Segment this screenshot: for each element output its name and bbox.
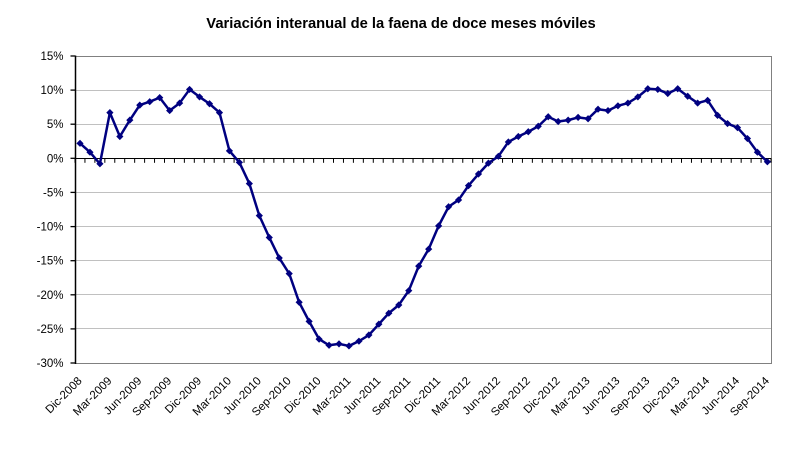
svg-text:-5%: -5% (43, 187, 63, 199)
svg-text:0%: 0% (47, 153, 64, 165)
svg-text:-10%: -10% (37, 222, 64, 234)
svg-text:5%: 5% (47, 119, 64, 131)
svg-text:15%: 15% (40, 51, 63, 63)
svg-text:-30%: -30% (37, 358, 64, 370)
svg-text:Variación interanual de la fae: Variación interanual de la faena de doce… (206, 16, 595, 32)
svg-text:-20%: -20% (37, 290, 64, 302)
svg-text:-25%: -25% (37, 324, 64, 336)
svg-text:10%: 10% (40, 85, 63, 97)
svg-text:-15%: -15% (37, 256, 64, 268)
